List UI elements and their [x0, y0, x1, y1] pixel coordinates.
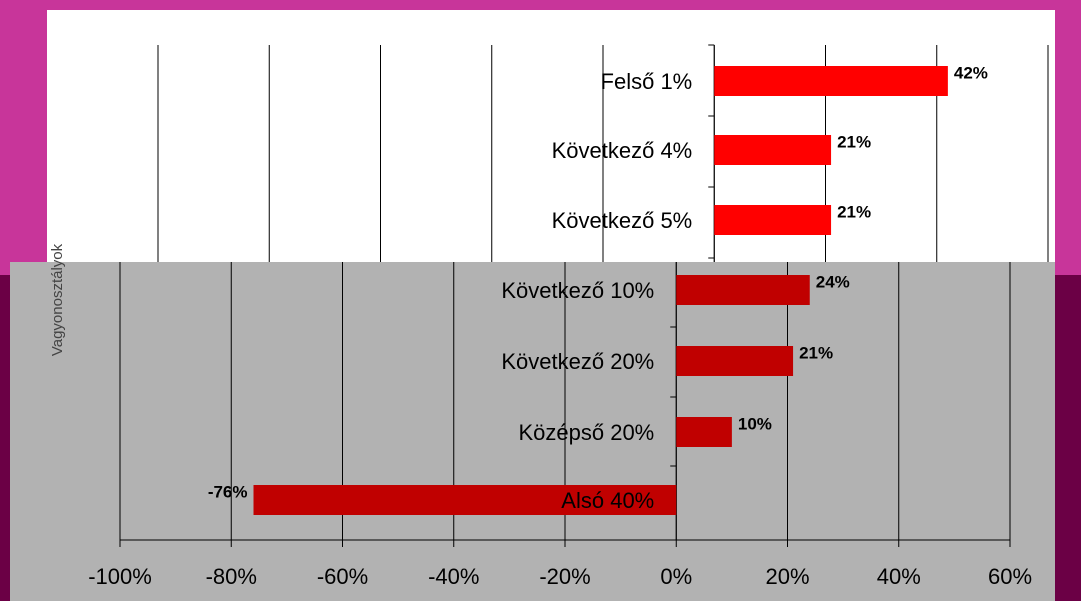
value-label: -76% — [208, 482, 248, 501]
x-tick-label: 20% — [765, 564, 809, 589]
x-tick-label: -60% — [317, 564, 368, 589]
lower-panel — [10, 262, 1055, 601]
bar — [714, 135, 832, 165]
category-label: Középső 20% — [518, 420, 654, 445]
value-label: 42% — [954, 63, 988, 82]
category-label: Alsó 40% — [561, 488, 654, 513]
bar — [714, 205, 832, 235]
x-tick-label: -40% — [428, 564, 479, 589]
bar — [714, 66, 948, 96]
bar — [676, 417, 732, 447]
category-label: Felső 1% — [601, 69, 693, 94]
value-label: 24% — [816, 272, 850, 291]
category-label: Következő 10% — [501, 278, 654, 303]
category-label: Következő 5% — [552, 208, 693, 233]
x-tick-label: -100% — [88, 564, 152, 589]
value-label: 10% — [738, 414, 772, 433]
category-label: Következő 4% — [552, 138, 693, 163]
x-tick-label: -20% — [539, 564, 590, 589]
y-axis-title: Vagyonosztályok — [49, 243, 66, 356]
value-label: 21% — [837, 202, 871, 221]
bar — [676, 346, 794, 376]
x-tick-label: -80% — [206, 564, 257, 589]
category-label: Következő 20% — [501, 349, 654, 374]
value-label: 21% — [799, 343, 833, 362]
x-tick-label: 0% — [660, 564, 692, 589]
x-tick-label: 40% — [877, 564, 921, 589]
value-label: 21% — [837, 132, 871, 151]
x-tick-label: 60% — [988, 564, 1032, 589]
bar — [253, 485, 677, 515]
upper-panel — [47, 10, 1055, 262]
bar — [676, 275, 810, 305]
